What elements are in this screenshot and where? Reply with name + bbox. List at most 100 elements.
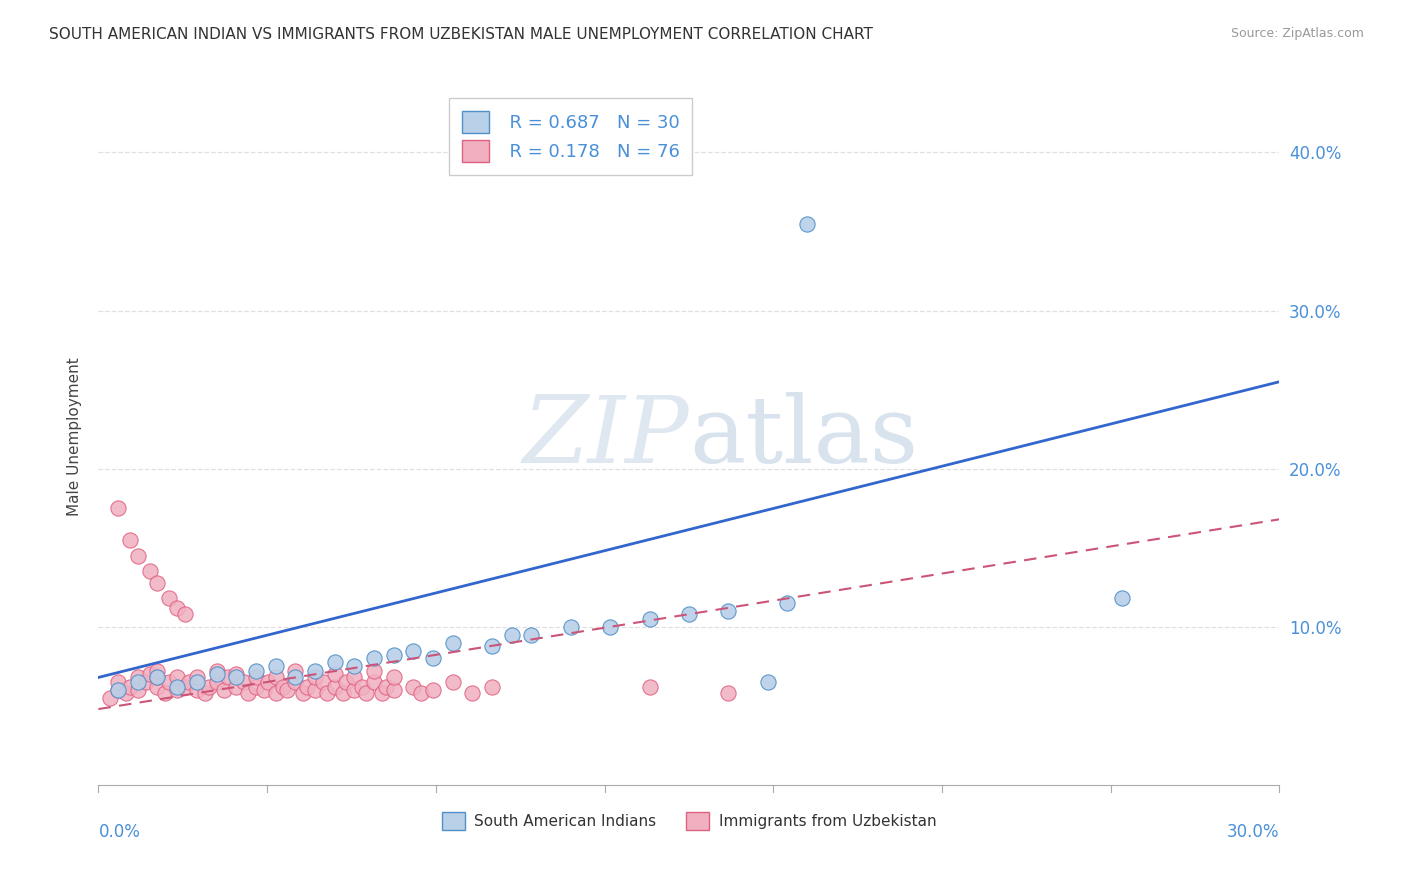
Point — [146, 575, 169, 590]
Point — [292, 686, 315, 700]
Text: ZIP: ZIP — [522, 392, 689, 482]
Point — [501, 628, 523, 642]
Point — [560, 620, 582, 634]
Point — [217, 670, 239, 684]
Point — [276, 683, 298, 698]
Point — [374, 680, 396, 694]
Point — [382, 683, 405, 698]
Point — [186, 683, 208, 698]
Point — [174, 607, 197, 622]
Point — [245, 670, 267, 684]
Point — [197, 680, 219, 694]
Point — [214, 683, 236, 698]
Point — [402, 643, 425, 657]
Point — [363, 664, 385, 678]
Point — [146, 670, 169, 684]
Point — [225, 667, 247, 681]
Point — [107, 683, 129, 698]
Point — [481, 639, 503, 653]
Legend: South American Indians, Immigrants from Uzbekistan: South American Indians, Immigrants from … — [436, 805, 942, 837]
Point — [284, 664, 307, 678]
Point — [312, 675, 335, 690]
Point — [343, 659, 366, 673]
Point — [225, 680, 247, 694]
Point — [678, 607, 700, 622]
Point — [135, 675, 157, 690]
Point — [264, 686, 287, 700]
Point — [256, 675, 278, 690]
Point — [352, 680, 374, 694]
Text: atlas: atlas — [689, 392, 918, 482]
Point — [127, 675, 149, 690]
Point — [371, 686, 394, 700]
Point — [127, 670, 149, 684]
Point — [225, 670, 247, 684]
Point — [343, 670, 366, 684]
Point — [273, 680, 295, 694]
Point — [382, 670, 405, 684]
Point — [118, 533, 141, 547]
Point — [756, 675, 779, 690]
Point — [481, 680, 503, 694]
Point — [107, 501, 129, 516]
Point — [304, 664, 326, 678]
Point — [166, 683, 188, 698]
Point — [335, 675, 357, 690]
Y-axis label: Male Unemployment: Male Unemployment — [66, 358, 82, 516]
Point — [233, 675, 256, 690]
Point — [157, 591, 180, 606]
Point — [107, 683, 129, 698]
Point — [205, 664, 228, 678]
Point — [264, 670, 287, 684]
Point — [363, 651, 385, 665]
Point — [441, 675, 464, 690]
Point — [138, 565, 160, 579]
Point — [599, 620, 621, 634]
Point — [205, 667, 228, 681]
Point — [441, 635, 464, 649]
Text: 0.0%: 0.0% — [98, 823, 141, 841]
Point — [186, 675, 208, 690]
Point — [422, 651, 444, 665]
Point — [411, 686, 433, 700]
Point — [776, 596, 799, 610]
Point — [638, 680, 661, 694]
Point — [304, 683, 326, 698]
Point — [118, 680, 141, 694]
Point — [146, 680, 169, 694]
Point — [245, 680, 267, 694]
Point — [107, 675, 129, 690]
Text: SOUTH AMERICAN INDIAN VS IMMIGRANTS FROM UZBEKISTAN MALE UNEMPLOYMENT CORRELATIO: SOUTH AMERICAN INDIAN VS IMMIGRANTS FROM… — [49, 27, 873, 42]
Point — [138, 667, 160, 681]
Point — [332, 686, 354, 700]
Point — [422, 683, 444, 698]
Text: Source: ZipAtlas.com: Source: ZipAtlas.com — [1230, 27, 1364, 40]
Point — [323, 655, 346, 669]
Point — [127, 683, 149, 698]
Point — [354, 686, 377, 700]
Point — [157, 675, 180, 690]
Point — [284, 675, 307, 690]
Point — [115, 686, 138, 700]
Point — [146, 670, 169, 684]
Point — [205, 675, 228, 690]
Point — [177, 675, 200, 690]
Point — [1111, 591, 1133, 606]
Point — [796, 217, 818, 231]
Point — [315, 686, 337, 700]
Point — [363, 675, 385, 690]
Point — [343, 683, 366, 698]
Point — [638, 612, 661, 626]
Point — [146, 664, 169, 678]
Point — [166, 600, 188, 615]
Point — [253, 683, 276, 698]
Point — [382, 648, 405, 663]
Point — [323, 667, 346, 681]
Point — [166, 680, 188, 694]
Point — [264, 659, 287, 673]
Point — [174, 680, 197, 694]
Point — [402, 680, 425, 694]
Point — [166, 670, 188, 684]
Point — [98, 690, 121, 705]
Point — [295, 680, 318, 694]
